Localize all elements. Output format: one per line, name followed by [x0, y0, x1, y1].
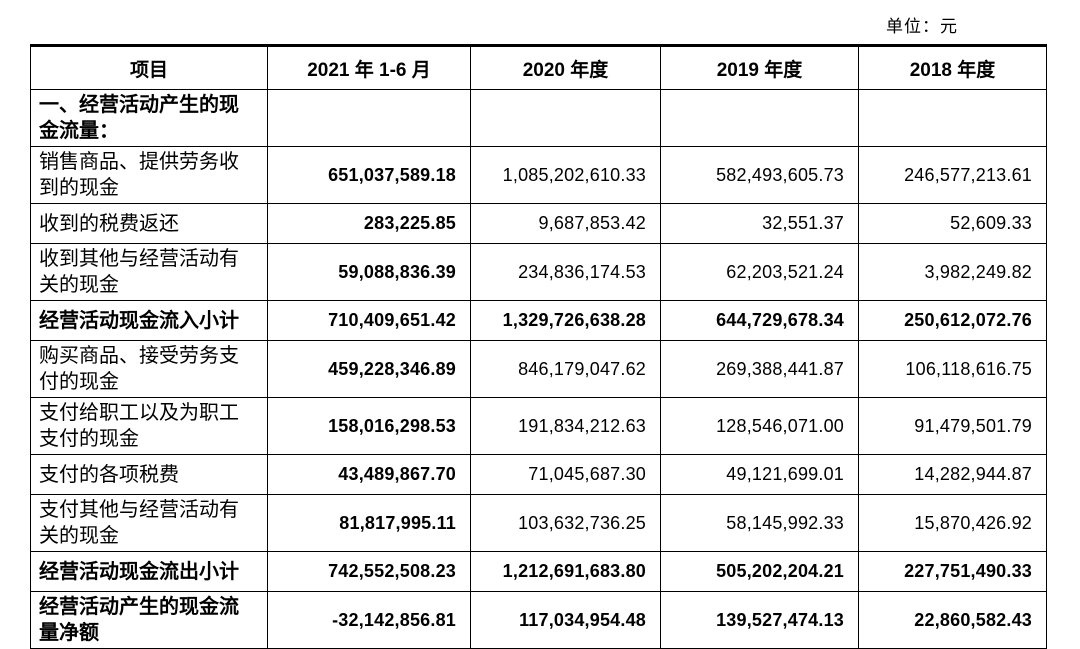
- value-cell: 91,479,501.79: [858, 397, 1047, 455]
- value-cell: 644,729,678.34: [660, 300, 859, 341]
- column-header-item: 项目: [30, 45, 268, 90]
- table-row: 经营活动产生的现金流量净额 -32,142,856.81 117,034,954.4…: [30, 591, 1047, 649]
- value-cell: 582,493,605.73: [660, 146, 859, 204]
- value-cell: 191,834,212.63: [470, 397, 661, 455]
- value-cell: 49,121,699.01: [660, 454, 859, 495]
- value-cell: 505,202,204.21: [660, 551, 859, 592]
- value-cell: 71,045,687.30: [470, 454, 661, 495]
- row-label: 收到其他与经营活动有关的现金: [30, 243, 268, 301]
- value-cell: 250,612,072.76: [858, 300, 1047, 341]
- value-cell: [267, 89, 471, 147]
- value-cell: 62,203,521.24: [660, 243, 859, 301]
- value-cell: -32,142,856.81: [267, 591, 471, 649]
- table-row: 收到其他与经营活动有关的现金 59,088,836.39 234,836,174.5…: [30, 243, 1047, 301]
- row-label: 支付其他与经营活动有关的现金: [30, 494, 268, 552]
- financial-table: 项目 2021 年 1-6 月 2020 年度 2019 年度 2018 年度 一、经营…: [30, 44, 1047, 649]
- value-cell: 3,982,249.82: [858, 243, 1047, 301]
- value-cell: 81,817,995.11: [267, 494, 471, 552]
- value-cell: [470, 89, 661, 147]
- header-row: 项目 2021 年 1-6 月 2020 年度 2019 年度 2018 年度: [30, 45, 1047, 90]
- value-cell: 227,751,490.33: [858, 551, 1047, 592]
- value-cell: [660, 89, 859, 147]
- column-header-period: 2018 年度: [858, 45, 1047, 90]
- value-cell: 246,577,213.61: [858, 146, 1047, 204]
- value-cell: 52,609.33: [858, 203, 1047, 244]
- value-cell: 106,118,616.75: [858, 340, 1047, 398]
- value-cell: 103,632,736.25: [470, 494, 661, 552]
- value-cell: 1,329,726,638.28: [470, 300, 661, 341]
- row-label: 支付给职工以及为职工支付的现金: [30, 397, 268, 455]
- value-cell: 14,282,944.87: [858, 454, 1047, 495]
- column-header-period: 2021 年 1-6 月: [267, 45, 471, 90]
- value-cell: 58,145,992.33: [660, 494, 859, 552]
- value-cell: 139,527,474.13: [660, 591, 859, 649]
- column-header-period: 2020 年度: [470, 45, 661, 90]
- value-cell: 710,409,651.42: [267, 300, 471, 341]
- value-cell: 1,085,202,610.33: [470, 146, 661, 204]
- row-label: 购买商品、接受劳务支付的现金: [30, 340, 268, 398]
- row-label: 一、经营活动产生的现金流量：: [30, 89, 268, 147]
- value-cell: 846,179,047.62: [470, 340, 661, 398]
- value-cell: 128,546,071.00: [660, 397, 859, 455]
- value-cell: [858, 89, 1047, 147]
- value-cell: 59,088,836.39: [267, 243, 471, 301]
- value-cell: 459,228,346.89: [267, 340, 471, 398]
- row-label: 经营活动产生的现金流量净额: [30, 591, 268, 649]
- row-label: 支付的各项税费: [30, 454, 268, 495]
- value-cell: 651,037,589.18: [267, 146, 471, 204]
- value-cell: 9,687,853.42: [470, 203, 661, 244]
- row-label: 经营活动现金流入小计: [30, 300, 268, 341]
- table-row: 购买商品、接受劳务支付的现金 459,228,346.89 846,179,047.…: [30, 340, 1047, 398]
- row-label: 销售商品、提供劳务收到的现金: [30, 146, 268, 204]
- table-row: 经营活动现金流入小计 710,409,651.42 1,329,726,638.28…: [30, 300, 1047, 341]
- table-row: 一、经营活动产生的现金流量：: [30, 89, 1047, 147]
- table-row: 支付给职工以及为职工支付的现金 158,016,298.53 191,834,212…: [30, 397, 1047, 455]
- unit-label: 单位：元: [886, 17, 958, 36]
- row-label: 经营活动现金流出小计: [30, 551, 268, 592]
- value-cell: 15,870,426.92: [858, 494, 1047, 552]
- value-cell: 32,551.37: [660, 203, 859, 244]
- value-cell: 43,489,867.70: [267, 454, 471, 495]
- value-cell: 1,212,691,683.80: [470, 551, 661, 592]
- value-cell: 158,016,298.53: [267, 397, 471, 455]
- table-body: 一、经营活动产生的现金流量： 销售商品、提供劳务收到的现金 651,037,589.…: [30, 89, 1047, 649]
- value-cell: 283,225.85: [267, 203, 471, 244]
- value-cell: 269,388,441.87: [660, 340, 859, 398]
- table-row: 销售商品、提供劳务收到的现金 651,037,589.18 1,085,202,61…: [30, 146, 1047, 204]
- value-cell: 742,552,508.23: [267, 551, 471, 592]
- table-row: 收到的税费返还 283,225.85 9,687,853.42 32,551.37 52…: [30, 203, 1047, 244]
- value-cell: 22,860,582.43: [858, 591, 1047, 649]
- column-header-period: 2019 年度: [660, 45, 859, 90]
- row-label: 收到的税费返还: [30, 203, 268, 244]
- value-cell: 234,836,174.53: [470, 243, 661, 301]
- table-row: 支付的各项税费 43,489,867.70 71,045,687.30 49,121,…: [30, 454, 1047, 495]
- table-row: 支付其他与经营活动有关的现金 81,817,995.11 103,632,736.2…: [30, 494, 1047, 552]
- value-cell: 117,034,954.48: [470, 591, 661, 649]
- table-row: 经营活动现金流出小计 742,552,508.23 1,212,691,683.80…: [30, 551, 1047, 592]
